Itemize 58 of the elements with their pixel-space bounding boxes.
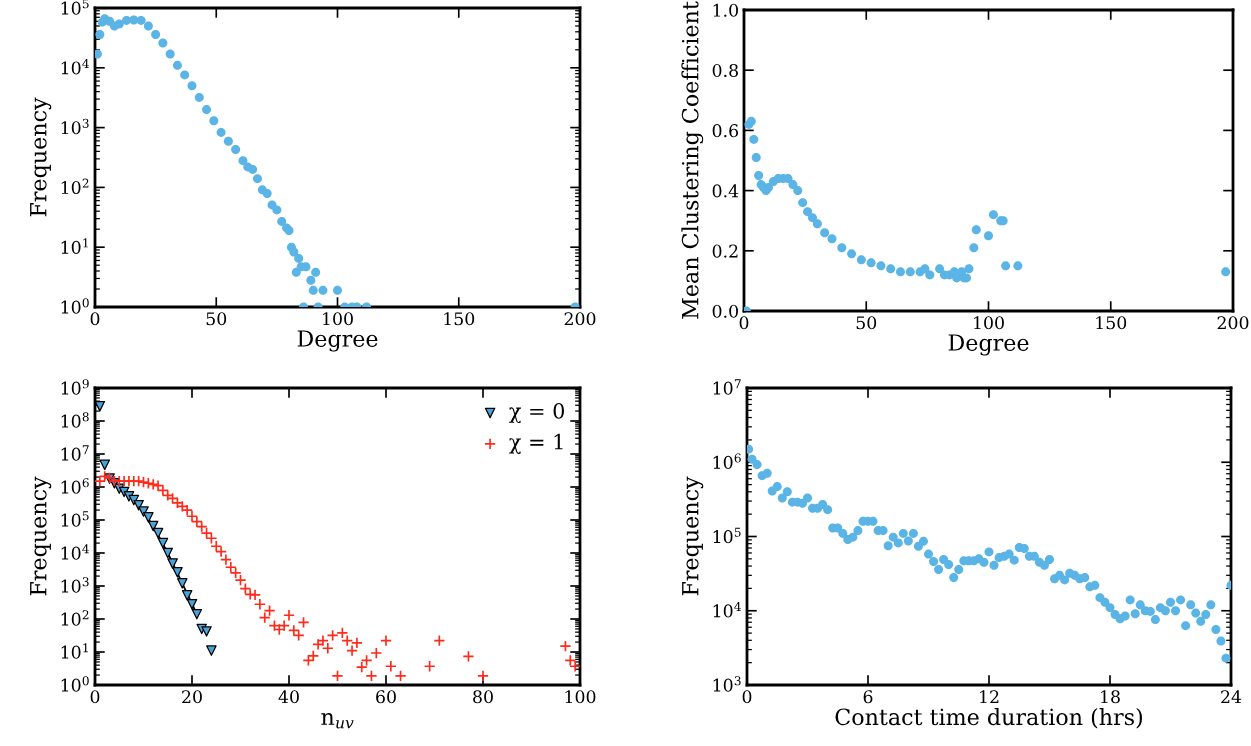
y-tick-label: 10$^{0}$ — [61, 676, 89, 692]
y-tick-label: 10$^{1}$ — [61, 643, 88, 659]
x-tick-label: 50 — [856, 316, 877, 330]
y-tick-label: 0.8 — [712, 63, 738, 78]
y-tick-label: 10$^{1}$ — [61, 238, 88, 254]
x-tick-label: 100 — [323, 312, 353, 326]
x-tick-label: 200 — [1217, 316, 1249, 330]
y-tick-label: 10$^{4}$ — [61, 58, 89, 75]
x-tick-label: 150 — [1096, 316, 1127, 330]
y-tick-label: 10$^{6}$ — [713, 453, 741, 469]
y-axis-title: Frequency — [30, 476, 52, 596]
x-tick-label: 6 — [863, 690, 873, 704]
x-tick-label: 40 — [278, 690, 299, 704]
x-tick-label: 24 — [1221, 690, 1242, 704]
x-tick-label: 60 — [376, 690, 396, 704]
y-tick-label: 10$^{8}$ — [61, 412, 89, 428]
y-tick-label: 10$^{9}$ — [61, 379, 89, 395]
y-tick-label: 10$^{3}$ — [61, 577, 89, 593]
y-tick-label: 10$^{4}$ — [713, 601, 741, 618]
x-tick-label: 12 — [980, 690, 999, 704]
y-tick-label: 10$^{2}$ — [61, 610, 89, 626]
x-tick-label: 0 — [742, 690, 752, 704]
y-tick-label: 10$^{3}$ — [713, 676, 741, 692]
x-tick-label: 50 — [206, 312, 227, 326]
y-axis-title: Frequency — [30, 97, 52, 217]
x-axis-title: Degree — [948, 334, 1029, 356]
x-tick-label: 0 — [739, 316, 749, 330]
x-tick-label: 18 — [1101, 690, 1120, 704]
x-axis-title: Degree — [297, 330, 378, 352]
x-axis-title: Contact time duration (hrs) — [835, 708, 1142, 729]
x-tick-label: 0 — [90, 312, 100, 326]
y-tick-label: 10$^{4}$ — [61, 544, 89, 560]
y-tick-label: 10$^{6}$ — [61, 478, 89, 494]
x-tick-label: 150 — [444, 312, 475, 326]
x-tick-label: 20 — [182, 690, 202, 704]
y-tick-label: 10$^{7}$ — [713, 379, 741, 395]
y-tick-label: 10$^{5}$ — [713, 527, 741, 544]
legend-label: χ = 0 — [509, 402, 565, 424]
y-tick-label: 0.2 — [712, 244, 738, 258]
x-tick-label: 100 — [974, 316, 1004, 330]
y-tick-label: 0.6 — [712, 124, 739, 138]
y-tick-label: 10$^{2}$ — [61, 178, 89, 195]
y-tick-label: 10$^{5}$ — [61, 511, 89, 527]
y-tick-label: 10$^{5}$ — [61, 0, 89, 15]
y-tick-label: 1.0 — [713, 3, 738, 17]
x-tick-label: 80 — [473, 690, 493, 704]
x-tick-label: 100 — [565, 690, 596, 704]
y-tick-label: 10$^{0}$ — [61, 298, 89, 314]
x-tick-label: 0 — [90, 690, 100, 704]
y-tick-label: 0.0 — [712, 304, 738, 318]
y-tick-label: 10$^{3}$ — [61, 118, 89, 135]
x-tick-label: 200 — [564, 312, 596, 326]
legend-label: χ = 1 — [509, 433, 563, 454]
y-axis-title: Mean Clustering Coefficient — [681, 1, 704, 319]
y-tick-label: 10$^{7}$ — [61, 445, 89, 461]
y-tick-label: 0.4 — [712, 184, 739, 198]
x-axis-title: n$_{uv}$ — [321, 712, 354, 729]
y-axis-title: Frequency — [682, 476, 704, 596]
